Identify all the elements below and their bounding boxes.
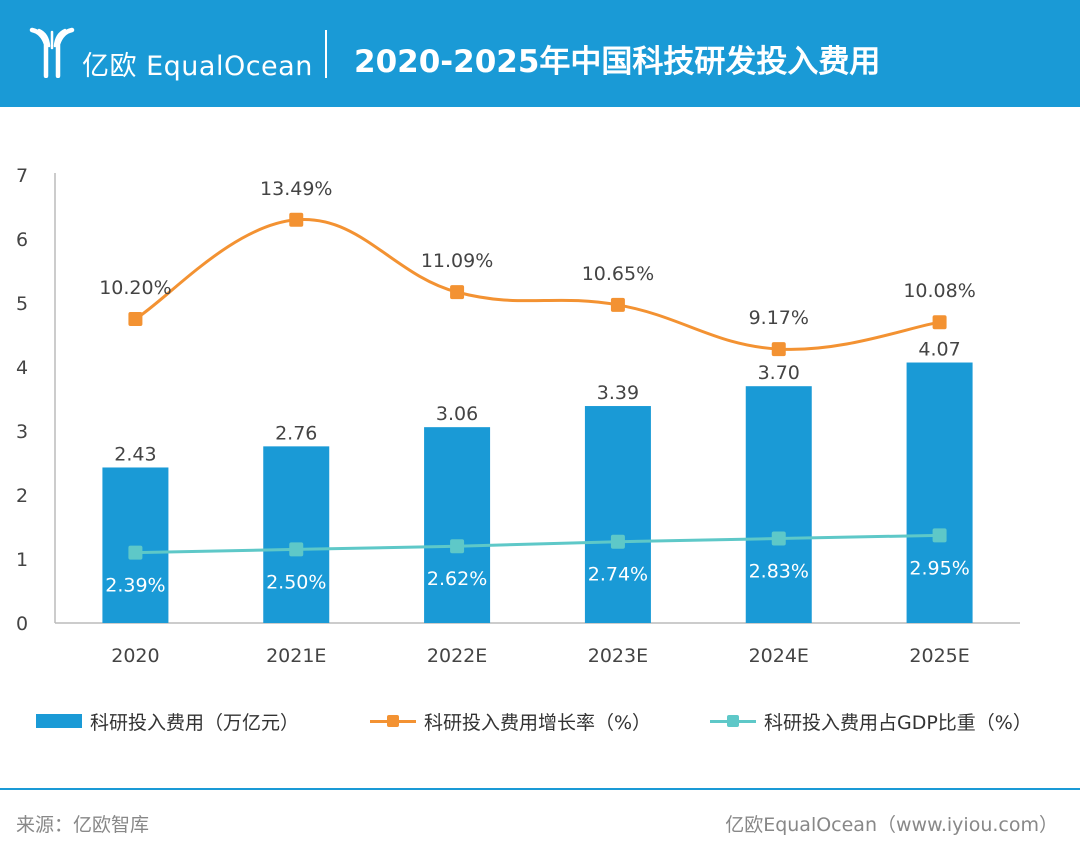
logo-text: 亿欧 EqualOcean	[82, 51, 313, 82]
x-tick-label: 2021E	[266, 645, 326, 667]
legend-item-growth: 科研投入费用增长率（%）	[370, 704, 651, 738]
legend-item-bar: 科研投入费用（万亿元）	[36, 704, 299, 738]
chart-title: 2020-2025年中国科技研发投入费用	[354, 44, 881, 80]
growth-rate-label: 10.65%	[582, 263, 654, 285]
gdp-share-point	[128, 545, 143, 560]
legend-item-gdp: 科研投入费用占GDP比重（%）	[710, 704, 1032, 738]
chart-axes: 0 1 2 3 4 5 6 7 2020 2021E 2022E 2023E 2024E 2025E	[16, 165, 1020, 667]
legend-label-growth-rate: 科研投入费用增长率（%）	[424, 711, 652, 734]
legend-swatch-gdp	[710, 714, 756, 728]
header-banner: 亿欧 EqualOcean 2020-2025年中国科技研发投入费用	[0, 0, 1080, 107]
bar	[102, 467, 169, 623]
credit-note: 亿欧EqualOcean（www.iyiou.com）	[725, 814, 1058, 836]
legend-label-gdp-share: 科研投入费用占GDP比重（%）	[764, 711, 1032, 734]
x-tick-label: 2025E	[909, 645, 969, 667]
chart-legend: 科研投入费用（万亿元） 科研投入费用增长率（%） 科研投入费用占GDP比重（%）	[36, 704, 1066, 738]
y-tick-label: 1	[16, 549, 28, 571]
gdp-share-point	[771, 531, 786, 546]
bar-value-label: 2.76	[275, 422, 317, 444]
gdp-share-point	[932, 528, 947, 543]
bar-value-label: 4.07	[918, 339, 960, 361]
y-tick-label: 7	[16, 165, 28, 187]
gdp-share-label: 2.83%	[749, 561, 809, 583]
gdp-share-label: 2.39%	[105, 575, 165, 597]
growth-rate-label: 10.20%	[99, 277, 171, 299]
legend-swatch-growth	[370, 714, 416, 728]
gdp-share-label: 2.95%	[909, 557, 969, 579]
y-tick-label: 4	[16, 357, 28, 379]
gdp-share-line	[135, 533, 940, 555]
growth-rate-label: 11.09%	[421, 250, 493, 272]
bar	[424, 427, 491, 623]
line-series	[128, 212, 947, 560]
gdp-share-label: 2.62%	[427, 568, 487, 590]
growth-rate-label: 9.17%	[749, 307, 809, 329]
x-tick-label: 2024E	[749, 645, 809, 667]
growth-rate-point	[932, 315, 947, 330]
source-note: 来源：亿欧智库	[16, 814, 150, 836]
footer-divider	[0, 788, 1080, 790]
y-tick-label: 2	[16, 485, 28, 507]
bar	[906, 362, 973, 623]
bar-value-label: 2.43	[114, 443, 156, 465]
bar	[584, 406, 651, 623]
growth-rate-point	[450, 285, 465, 300]
equalocean-logo-icon	[29, 27, 75, 78]
data-labels: 2.43 2.76 3.06 3.39 3.70 4.07 10.20% 13.49% 11.0…	[99, 178, 976, 597]
growth-rate-label: 10.08%	[903, 280, 975, 302]
bar-value-label: 3.06	[436, 403, 478, 425]
legend-label-rd-expense: 科研投入费用（万亿元）	[90, 711, 300, 734]
y-tick-label: 3	[16, 421, 28, 443]
gdp-share-label: 2.50%	[266, 571, 326, 593]
legend-swatch-bar	[36, 714, 82, 728]
y-tick-label: 6	[16, 229, 28, 251]
bar-value-label: 3.39	[597, 382, 639, 404]
bar-value-label: 3.70	[758, 362, 800, 384]
gdp-share-point	[610, 534, 625, 549]
x-tick-label: 2023E	[588, 645, 648, 667]
growth-rate-point	[610, 297, 625, 312]
growth-rate-line	[134, 218, 940, 351]
growth-rate-point	[128, 312, 143, 326]
bar-series	[102, 362, 973, 623]
y-tick-label: 0	[16, 613, 28, 635]
gdp-share-point	[289, 542, 304, 557]
growth-rate-point	[289, 212, 304, 227]
gdp-share-point	[450, 539, 465, 554]
x-tick-label: 2022E	[427, 645, 487, 667]
y-tick-label: 5	[16, 293, 28, 315]
gdp-share-label: 2.74%	[588, 564, 648, 586]
bar	[263, 446, 330, 623]
chart-canvas: 0 1 2 3 4 5 6 7 2020 2021E 2022E 2023E 2024E 2025E 2.…	[16, 165, 1020, 667]
bar	[745, 386, 812, 623]
logo-divider	[325, 30, 327, 78]
growth-rate-point	[771, 342, 786, 357]
x-tick-label: 2020	[111, 645, 159, 667]
growth-rate-label: 13.49%	[260, 178, 332, 200]
